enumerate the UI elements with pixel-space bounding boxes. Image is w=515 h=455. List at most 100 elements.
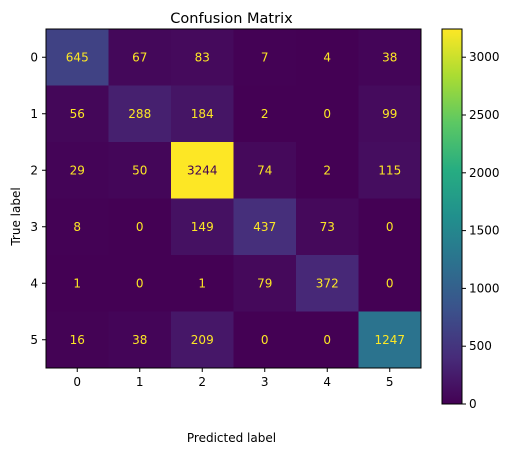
heatmap-cell bbox=[233, 85, 297, 143]
cell-value-label: 2 bbox=[323, 163, 331, 177]
cell-value-label: 209 bbox=[191, 333, 214, 347]
cell-value-label: 2 bbox=[261, 107, 269, 121]
x-axis-label: Predicted label bbox=[187, 431, 276, 445]
cell-value-label: 0 bbox=[386, 276, 394, 290]
plot-frame bbox=[45, 28, 422, 369]
heatmap-cell bbox=[296, 29, 359, 86]
y-tick-label: 4 bbox=[30, 276, 38, 290]
x-tick-label: 4 bbox=[323, 375, 331, 389]
colorbar-tick-label: 3000 bbox=[469, 50, 500, 64]
cell-value-label: 29 bbox=[70, 163, 85, 177]
colorbar-tick-label: 0 bbox=[469, 397, 477, 411]
x-tick-label: 3 bbox=[261, 375, 269, 389]
heatmap-cell bbox=[108, 29, 172, 86]
heatmap-cell bbox=[108, 255, 172, 312]
cell-value-label: 1247 bbox=[374, 333, 405, 347]
heatmap-cell bbox=[46, 198, 109, 256]
cell-value-label: 0 bbox=[386, 220, 394, 234]
heatmap-cell bbox=[296, 142, 359, 199]
cell-value-label: 288 bbox=[128, 107, 151, 121]
cell-value-label: 0 bbox=[323, 107, 331, 121]
colorbar-tick-label: 1500 bbox=[469, 224, 500, 238]
heatmap-cell bbox=[46, 311, 109, 369]
heatmap-cell bbox=[358, 198, 422, 256]
heatmap-cell bbox=[233, 255, 297, 312]
heatmap-cell bbox=[108, 142, 172, 199]
heatmap-cell bbox=[358, 255, 422, 312]
cell-value-label: 0 bbox=[136, 220, 144, 234]
heatmap-cell bbox=[358, 85, 422, 143]
heatmap-cell bbox=[233, 198, 297, 256]
cell-value-label: 73 bbox=[320, 220, 335, 234]
heatmap-cell bbox=[171, 85, 234, 143]
heatmap-cell bbox=[171, 29, 234, 86]
cell-value-label: 149 bbox=[191, 220, 214, 234]
y-tick-label: 5 bbox=[30, 333, 38, 347]
cell-value-label: 99 bbox=[382, 107, 397, 121]
colorbar-tick-label: 500 bbox=[469, 339, 492, 353]
cell-value-label: 1 bbox=[73, 276, 81, 290]
heatmap-cell bbox=[171, 142, 234, 199]
cell-value-label: 83 bbox=[195, 50, 210, 64]
cell-value-label: 1 bbox=[198, 276, 206, 290]
colorbar-gradient bbox=[442, 29, 462, 404]
heatmap-cell bbox=[46, 29, 109, 86]
cell-value-label: 0 bbox=[323, 333, 331, 347]
heatmap-cell bbox=[46, 255, 109, 312]
cell-value-label: 74 bbox=[257, 163, 272, 177]
cell-value-label: 7 bbox=[261, 50, 269, 64]
heatmap-cell bbox=[296, 85, 359, 143]
cell-value-label: 115 bbox=[378, 163, 401, 177]
cell-value-label: 645 bbox=[66, 50, 89, 64]
heatmap-cell bbox=[296, 311, 359, 369]
cell-value-label: 79 bbox=[257, 276, 272, 290]
x-tick-label: 1 bbox=[136, 375, 144, 389]
heatmap-cell bbox=[108, 85, 172, 143]
heatmap-cell bbox=[233, 142, 297, 199]
heatmap-cell bbox=[358, 29, 422, 86]
x-tick-label: 2 bbox=[198, 375, 206, 389]
x-tick-label: 0 bbox=[73, 375, 81, 389]
heatmap-cell bbox=[46, 142, 109, 199]
heatmap-cell bbox=[108, 198, 172, 256]
y-tick-label: 1 bbox=[30, 107, 38, 121]
colorbar-tick-label: 2000 bbox=[469, 166, 500, 180]
colorbar-tick-label: 1000 bbox=[469, 281, 500, 295]
chart-title: Confusion Matrix bbox=[170, 11, 293, 27]
y-tick-label: 0 bbox=[30, 50, 38, 64]
y-axis-label: True label bbox=[9, 187, 23, 246]
cell-value-label: 38 bbox=[132, 333, 147, 347]
colorbar: 0 500 1000 1500 2000 2500 3000 bbox=[441, 28, 500, 411]
colorbar-tick-label: 2500 bbox=[469, 108, 500, 122]
colorbar-frame bbox=[441, 28, 463, 405]
heatmap-cell bbox=[358, 311, 422, 369]
cell-value-label: 16 bbox=[70, 333, 85, 347]
cell-value-label: 372 bbox=[316, 276, 339, 290]
heatmap-cell bbox=[233, 311, 297, 369]
cell-value-label: 56 bbox=[70, 107, 85, 121]
y-tick-label: 3 bbox=[30, 220, 38, 234]
heatmap-cell bbox=[296, 255, 359, 312]
heatmap-cell bbox=[108, 311, 172, 369]
cell-value-label: 50 bbox=[132, 163, 147, 177]
cell-value-label: 0 bbox=[136, 276, 144, 290]
heatmap-cell bbox=[358, 142, 422, 199]
x-tick-label: 5 bbox=[386, 375, 394, 389]
heatmap-cell bbox=[171, 198, 234, 256]
cell-value-label: 67 bbox=[132, 50, 147, 64]
cell-value-label: 4 bbox=[323, 50, 331, 64]
heatmap-cell bbox=[171, 311, 234, 369]
heatmap-cell bbox=[296, 198, 359, 256]
cell-value-label: 437 bbox=[253, 220, 276, 234]
cell-value-label: 184 bbox=[191, 107, 214, 121]
heatmap-cell bbox=[46, 85, 109, 143]
heatmap-cells bbox=[46, 29, 422, 369]
y-tick-label: 2 bbox=[30, 163, 38, 177]
heatmap-cell bbox=[171, 255, 234, 312]
cell-value-label: 0 bbox=[261, 333, 269, 347]
cell-value-label: 38 bbox=[382, 50, 397, 64]
